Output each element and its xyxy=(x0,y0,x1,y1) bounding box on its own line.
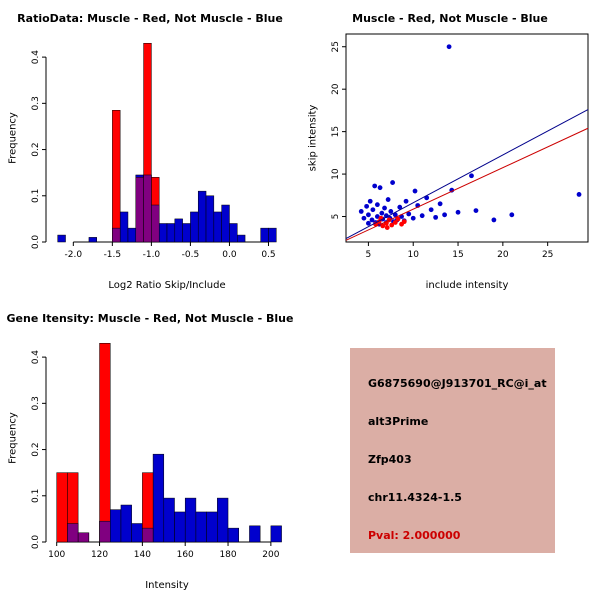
gene-intensity-x-axis-label: Intensity xyxy=(145,580,189,591)
gene-intensity-y-axis-label: Frequency xyxy=(7,412,19,464)
gene-intensity-histogram-plot: 100 120 140 160 180 200 0.0 0.1 0.2 0.3 0.4 xyxy=(31,342,282,560)
svg-text:5: 5 xyxy=(366,250,372,260)
chromosome-location: chr11.4324-1.5 xyxy=(368,490,462,504)
svg-text:0.0: 0.0 xyxy=(31,535,41,550)
svg-text:-1.5: -1.5 xyxy=(104,250,122,260)
svg-text:180: 180 xyxy=(219,550,236,560)
svg-text:0.2: 0.2 xyxy=(31,442,41,456)
svg-text:15: 15 xyxy=(452,250,463,260)
svg-text:140: 140 xyxy=(134,550,151,560)
svg-text:-0.5: -0.5 xyxy=(182,250,200,260)
ratio-histogram-x-axis-label: Log2 Ratio Skip/Include xyxy=(108,280,226,291)
svg-text:10: 10 xyxy=(331,168,341,180)
scatter-y-axis-label: skip intensity xyxy=(307,104,319,172)
svg-text:0.3: 0.3 xyxy=(31,396,41,410)
ratio-histogram-y-axis-label: Frequency xyxy=(7,112,19,164)
svg-text:120: 120 xyxy=(91,550,108,560)
svg-text:25: 25 xyxy=(331,41,341,52)
svg-text:5: 5 xyxy=(331,214,341,220)
svg-text:0.3: 0.3 xyxy=(31,96,41,110)
svg-text:15: 15 xyxy=(331,126,341,137)
panel-ratio-histogram: RatioData: Muscle - Red, Not Muscle - Bl… xyxy=(0,0,300,300)
probe-id: G6875690@J913701_RC@i_at xyxy=(368,376,547,390)
svg-text:160: 160 xyxy=(177,550,194,560)
scatter-x-axis-label: include intensity xyxy=(425,280,509,291)
pval-text: Pval: 2.000000 xyxy=(368,528,461,542)
svg-text:0.0: 0.0 xyxy=(222,250,237,260)
svg-text:0.2: 0.2 xyxy=(31,142,41,156)
scatter-title: Muscle - Red, Not Muscle - Blue xyxy=(352,12,548,25)
panel-intensity-scatter: Muscle - Red, Not Muscle - Blue 5 10 15 20 2… xyxy=(300,0,600,300)
intensity-scatter-plot: 5 10 15 20 25 5 10 15 20 25 xyxy=(331,33,589,260)
splice-type: alt3Prime xyxy=(368,414,429,428)
svg-text:0.1: 0.1 xyxy=(31,189,41,203)
svg-text:25: 25 xyxy=(542,250,553,260)
gene-symbol: Zfp403 xyxy=(368,452,412,466)
svg-text:-1.0: -1.0 xyxy=(143,250,161,260)
ratio-histogram-title: RatioData: Muscle - Red, Not Muscle - Bl… xyxy=(17,12,283,25)
svg-text:0.0: 0.0 xyxy=(31,235,41,250)
svg-text:20: 20 xyxy=(331,83,341,95)
panel-gene-intensity-histogram: Gene Itensity: Muscle - Red, Not Muscle … xyxy=(0,300,300,600)
svg-text:0.5: 0.5 xyxy=(261,250,275,260)
svg-text:0.1: 0.1 xyxy=(31,489,41,503)
probe-info-box: G6875690@J913701_RC@i_at alt3Prime Zfp40… xyxy=(350,348,555,553)
svg-text:10: 10 xyxy=(407,250,419,260)
svg-text:-2.0: -2.0 xyxy=(65,250,83,260)
gene-intensity-title: Gene Itensity: Muscle - Red, Not Muscle … xyxy=(6,312,294,325)
svg-text:100: 100 xyxy=(48,550,65,560)
panel-probe-info: G6875690@J913701_RC@i_at alt3Prime Zfp40… xyxy=(300,300,600,600)
svg-text:20: 20 xyxy=(497,250,509,260)
svg-text:0.4: 0.4 xyxy=(31,50,41,65)
ratio-histogram-plot: -2.0 -1.5 -1.0 -0.5 0.0 0.5 0.0 0.1 0.2 0.3 0.4 xyxy=(31,42,277,260)
svg-text:200: 200 xyxy=(262,550,279,560)
svg-text:0.4: 0.4 xyxy=(31,350,41,365)
